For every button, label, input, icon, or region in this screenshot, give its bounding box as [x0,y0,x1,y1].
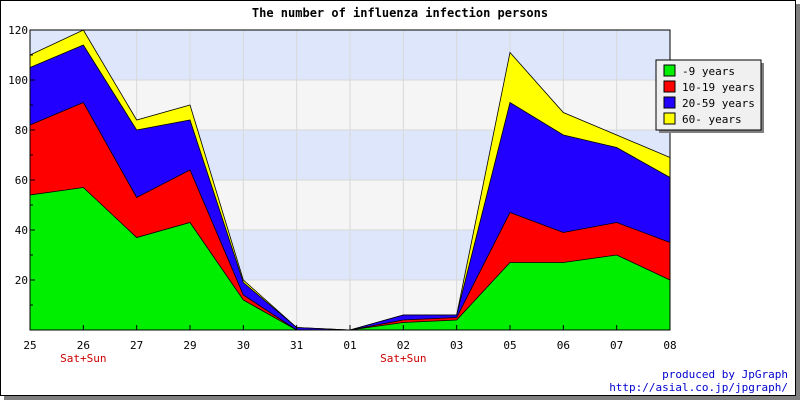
x-tick-label: 26 [77,339,90,352]
x-tick-label: 25 [23,339,36,352]
chart-title: The number of influenza infection person… [252,6,548,20]
x-tick-label: 03 [450,339,463,352]
legend-swatch [663,112,676,125]
legend-label: 20-59 years [682,97,755,110]
x-tick-label: 31 [290,339,303,352]
legend: -9 years 10-19 years 20-59 years 60- years [655,59,764,133]
y-axis: 20 40 60 80 100 120 [8,24,35,306]
y-tick-label: 80 [15,124,28,137]
credit-line-2[interactable]: http://asial.co.jp/jpgraph/ [609,381,788,394]
x-tick-label: 02 [397,339,410,352]
x-tick-label: 05 [503,339,516,352]
x-sub-label: Sat+Sun [60,352,106,365]
credit-line-1[interactable]: produced by JpGraph [662,368,788,381]
area-series [29,29,671,331]
y-tick-label: 120 [8,24,28,37]
x-tick-label: 07 [610,339,623,352]
area-series-9-years [29,187,671,331]
x-tick-label: 30 [237,339,250,352]
legend-label: 60- years [682,113,742,126]
legend-label: 10-19 years [682,81,755,94]
x-sub-label: Sat+Sun [380,352,426,365]
legend-swatch [663,96,676,109]
legend-swatch [663,64,676,77]
x-tick-label: 06 [557,339,570,352]
x-tick-label: 08 [663,339,676,352]
legend-swatch [663,80,676,93]
x-tick-label: 01 [343,339,356,352]
x-tick-label: 29 [183,339,196,352]
y-tick-label: 60 [15,174,28,187]
x-tick-label: 27 [130,339,143,352]
y-tick-label: 40 [15,224,28,237]
legend-label: -9 years [682,65,735,78]
y-tick-label: 100 [8,74,28,87]
y-tick-label: 20 [15,274,28,287]
